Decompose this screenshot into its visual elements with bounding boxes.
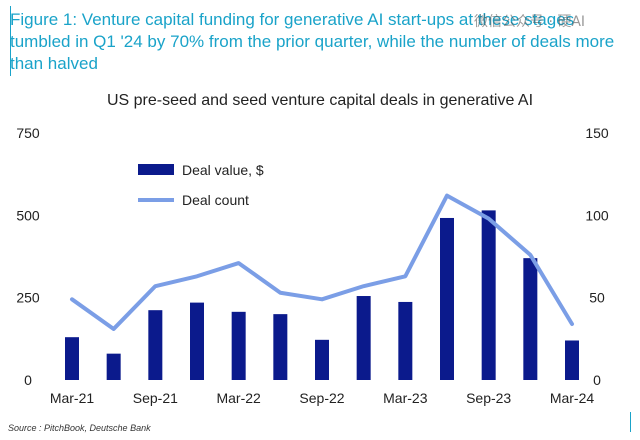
right-tick-label: 100 <box>585 207 609 223</box>
x-tick-label: Mar-24 <box>550 390 595 406</box>
left-tick-label: 250 <box>16 290 40 306</box>
right-tick-label: 150 <box>585 125 609 141</box>
bar-dec-23 <box>523 258 538 380</box>
left-tick-label: 500 <box>16 207 40 223</box>
x-tick-label: Sep-21 <box>133 390 178 406</box>
bar-dec-22 <box>356 296 371 380</box>
x-tick-label: Sep-23 <box>466 390 511 406</box>
legend-label-deal-value: Deal value, $ <box>182 162 264 178</box>
x-tick-label: Mar-21 <box>50 390 95 406</box>
bar-jun-22 <box>273 314 288 380</box>
x-tick-label: Sep-22 <box>299 390 344 406</box>
title-accent-rule <box>10 6 11 76</box>
x-tick-label: Mar-23 <box>383 390 428 406</box>
bar-mar-24 <box>565 340 579 380</box>
bar-jun-23 <box>440 217 454 380</box>
left-tick-label: 0 <box>24 372 32 388</box>
bar-mar-22 <box>231 311 246 380</box>
source-note: Source : PitchBook, Deutsche Bank <box>8 423 151 433</box>
legend-swatch-deal-value <box>138 164 174 175</box>
chart-title: US pre-seed and seed venture capital dea… <box>106 92 534 109</box>
bar-jun-21 <box>106 353 121 380</box>
right-axis-ticks: 0 50 100 150 <box>585 125 609 388</box>
bar-series <box>65 210 579 380</box>
bar-sep-23 <box>481 210 496 380</box>
corner-accent-rule <box>630 412 631 432</box>
bar-sep-22 <box>315 339 329 380</box>
right-tick-label: 0 <box>593 372 601 388</box>
legend: Deal value, $ Deal count <box>138 162 264 208</box>
bar-sep-21 <box>148 310 163 380</box>
bar-mar-23 <box>398 301 413 380</box>
left-axis-ticks: 0 250 500 750 <box>16 125 40 388</box>
bar-mar-21 <box>65 337 79 380</box>
figure-title: Figure 1: Venture capital funding for ge… <box>10 10 615 73</box>
right-tick-label: 50 <box>589 290 605 306</box>
legend-label-deal-count: Deal count <box>182 192 249 208</box>
x-tick-label: Mar-22 <box>216 390 261 406</box>
deal-count-line <box>70 193 574 331</box>
x-axis-ticks: Mar-21 Sep-21 Mar-22 Sep-22 Mar-23 Sep-23 Mar-… <box>50 390 595 406</box>
bar-dec-21 <box>190 302 204 380</box>
watermark: 微信公众号 · 硬AI <box>474 14 586 30</box>
left-tick-label: 750 <box>16 125 40 141</box>
